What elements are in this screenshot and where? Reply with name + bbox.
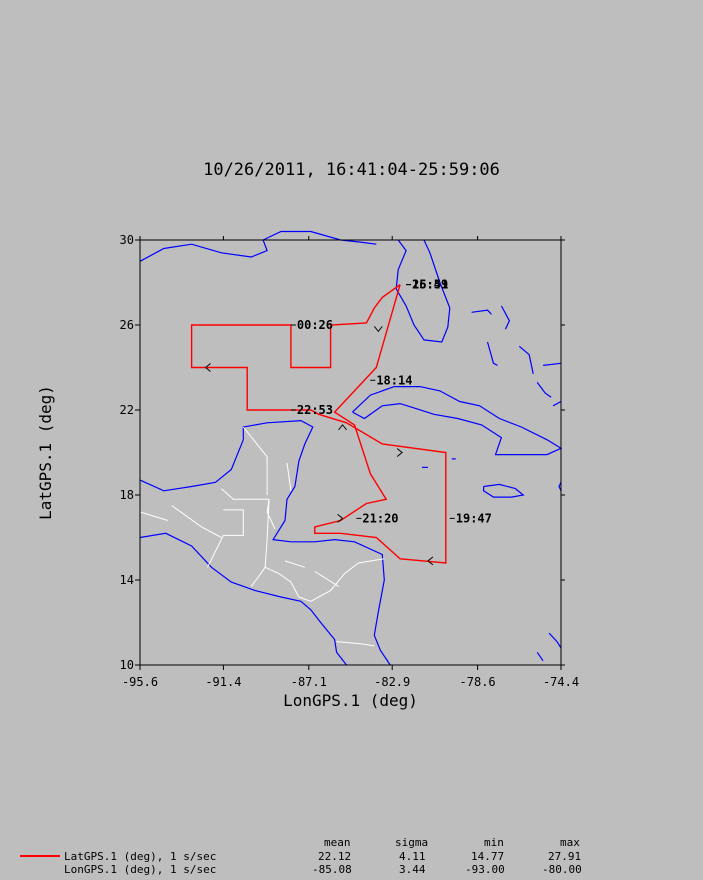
x-tick-label: -95.6 (122, 675, 158, 689)
x-tick-label: -91.4 (205, 675, 241, 689)
coastline-3 (139, 532, 347, 666)
y-tick-label: 10 (120, 658, 134, 672)
chart-title: 10/26/2011, 16:41:04-25:59:06 (203, 160, 500, 180)
coastline-12 (552, 400, 562, 407)
direction-arrow (396, 448, 403, 457)
border-2 (207, 509, 244, 568)
legend-label-lat: LatGPS.1 (deg), 1 s/sec (64, 850, 217, 863)
stat-lon-min: -93.00 (465, 863, 505, 876)
y-tick-label: 26 (120, 318, 134, 332)
stat-lon-max: -80.00 (542, 863, 582, 876)
coastline-0 (395, 239, 451, 343)
stats-header-sigma: sigma (395, 836, 429, 849)
border-7 (242, 426, 268, 495)
border-6 (336, 641, 375, 647)
border-12 (284, 560, 305, 568)
border-10 (286, 463, 292, 491)
border-9 (139, 511, 168, 521)
coastline-4 (352, 386, 563, 456)
border-3 (250, 539, 268, 587)
direction-arrow (204, 363, 211, 372)
coastline-8 (486, 341, 498, 366)
coastline-6 (471, 309, 492, 315)
stat-lat-sigma: 4.11 (399, 850, 426, 863)
map-coastlines (139, 230, 563, 666)
border-11 (314, 571, 339, 587)
time-label: 19:47 (456, 511, 492, 525)
direction-arrow (373, 326, 383, 333)
coastline-2 (139, 419, 391, 666)
x-axis-label: LonGPS.1 (deg) (283, 691, 418, 710)
border-0 (221, 488, 270, 540)
coastline-17 (536, 651, 544, 662)
direction-arrow (427, 556, 434, 566)
y-tick-label: 22 (120, 403, 134, 417)
direction-arrow (337, 513, 344, 523)
time-label: 18:14 (376, 373, 412, 387)
flight-track-line (190, 284, 447, 564)
time-label: 21:20 (362, 511, 398, 525)
coastline-16 (548, 632, 562, 649)
coastline-9 (518, 345, 534, 375)
x-tick-label: -74.4 (543, 675, 579, 689)
stat-lat-mean: 22.12 (318, 850, 352, 863)
stat-lon-mean: -85.08 (312, 863, 352, 876)
border-1 (266, 499, 276, 530)
stat-lat-max: 27.91 (548, 850, 582, 863)
border-4 (264, 566, 300, 598)
coastline-10 (536, 382, 552, 398)
y-axis-label: LatGPS.1 (deg) (36, 385, 55, 520)
stats-header-max: max (560, 836, 580, 849)
stats-header-mean: mean (324, 836, 351, 849)
y-tick-label: 18 (120, 488, 134, 502)
x-tick-label: -87.1 (291, 675, 327, 689)
coastline-1 (139, 230, 377, 262)
y-tick-label: 14 (120, 573, 134, 587)
coastline-11 (543, 362, 562, 366)
x-tick-label: -82.9 (374, 675, 410, 689)
border-8 (171, 505, 222, 538)
border-5 (298, 558, 385, 602)
time-label: 00:26 (297, 318, 333, 332)
legend-label-lon: LonGPS.1 (deg), 1 s/sec (64, 863, 217, 876)
coastline-5 (483, 483, 525, 498)
time-label: 22:53 (297, 403, 333, 417)
stats-header-min: min (484, 836, 504, 849)
coastline-7 (500, 305, 511, 330)
x-tick-label: -78.6 (460, 675, 496, 689)
y-tick-label: 30 (120, 233, 134, 247)
time-label: 16:41 (412, 278, 448, 292)
time-label: 25:59 (412, 278, 448, 292)
plot-frame (139, 239, 562, 666)
stat-lat-min: 14.77 (471, 850, 505, 863)
coastline-15 (558, 482, 562, 492)
stats-table: mean sigma min max LatGPS.1 (deg), 1 s/s… (0, 834, 703, 880)
stat-lon-sigma: 3.44 (399, 863, 426, 876)
legend-line-lat (20, 855, 60, 857)
direction-arrow (338, 424, 347, 431)
